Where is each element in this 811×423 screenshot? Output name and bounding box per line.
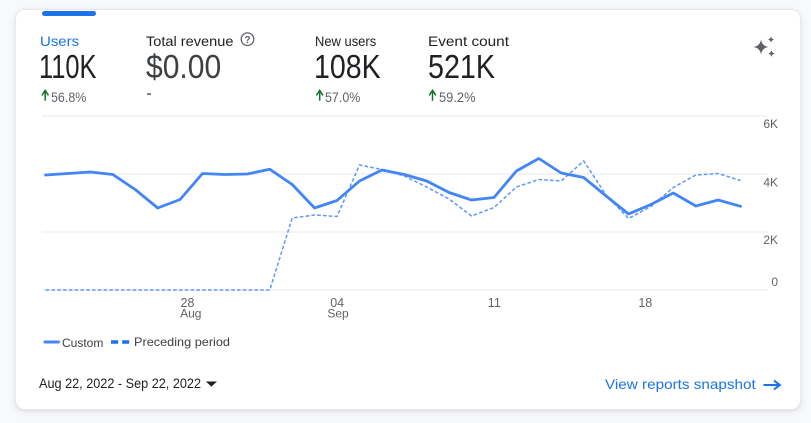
- svg-text:4K: 4K: [763, 175, 778, 189]
- svg-text:6K: 6K: [763, 117, 778, 131]
- svg-text:Aug: Aug: [180, 307, 201, 321]
- svg-text:0: 0: [771, 275, 778, 289]
- svg-text:?: ?: [244, 35, 250, 46]
- svg-text:Sep: Sep: [327, 307, 349, 321]
- svg-text:04: 04: [330, 296, 344, 310]
- svg-text:11: 11: [488, 296, 501, 310]
- svg-text:2K: 2K: [763, 233, 778, 247]
- svg-text:18: 18: [638, 296, 652, 310]
- svg-text:28: 28: [181, 296, 195, 310]
